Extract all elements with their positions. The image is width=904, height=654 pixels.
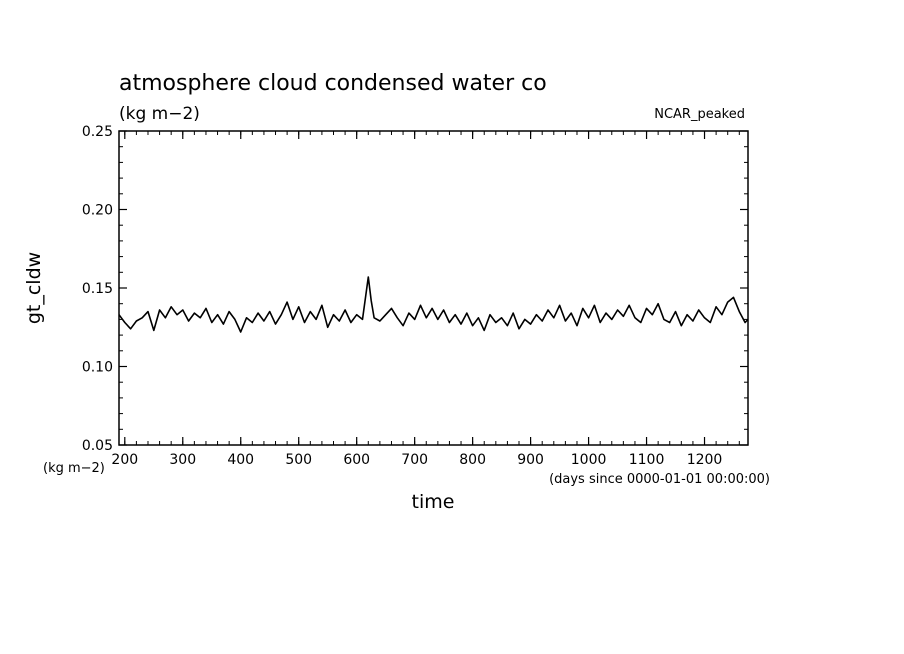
x-tick-label: 900 xyxy=(517,452,544,468)
x-tick-label: 200 xyxy=(111,452,138,468)
y-tick-label: 0.25 xyxy=(82,124,113,140)
x-tick-label: 1000 xyxy=(571,452,607,468)
y-tick-label: 0.10 xyxy=(82,360,113,376)
x-tick-label: 1100 xyxy=(629,452,665,468)
x-tick-label: 500 xyxy=(285,452,312,468)
y-axis-units: (kg m−2) xyxy=(43,461,105,476)
x-tick-label: 800 xyxy=(459,452,486,468)
plot-frame xyxy=(118,130,749,446)
y-tick-label: 0.15 xyxy=(82,281,113,297)
y-axis-ticks xyxy=(119,130,748,446)
y-tick-label: 0.20 xyxy=(82,203,113,219)
chart-title: atmosphere cloud condensed water co xyxy=(119,71,547,96)
x-tick-label: 400 xyxy=(227,452,254,468)
x-tick-label: 600 xyxy=(343,452,370,468)
series-line xyxy=(118,276,749,333)
x-axis-tick-labels: 200 300 400 500 600 700 800 900 1000 1100 1200 xyxy=(111,452,722,468)
x-tick-label: 1200 xyxy=(687,452,723,468)
y-axis-tick-labels: 0.05 0.10 0.15 0.20 0.25 xyxy=(82,124,113,454)
x-tick-label: 300 xyxy=(169,452,196,468)
run-label: NCAR_peaked xyxy=(654,107,745,122)
x-axis-label: time xyxy=(412,491,455,513)
x-tick-label: 700 xyxy=(401,452,428,468)
y-tick-label: 0.05 xyxy=(82,438,113,454)
y-axis-label: gt_cldw xyxy=(23,252,45,324)
x-axis-units: (days since 0000-01-01 00:00:00) xyxy=(549,472,770,487)
x-axis-ticks xyxy=(124,131,740,445)
chart-subtitle: (kg m−2) xyxy=(119,104,200,124)
